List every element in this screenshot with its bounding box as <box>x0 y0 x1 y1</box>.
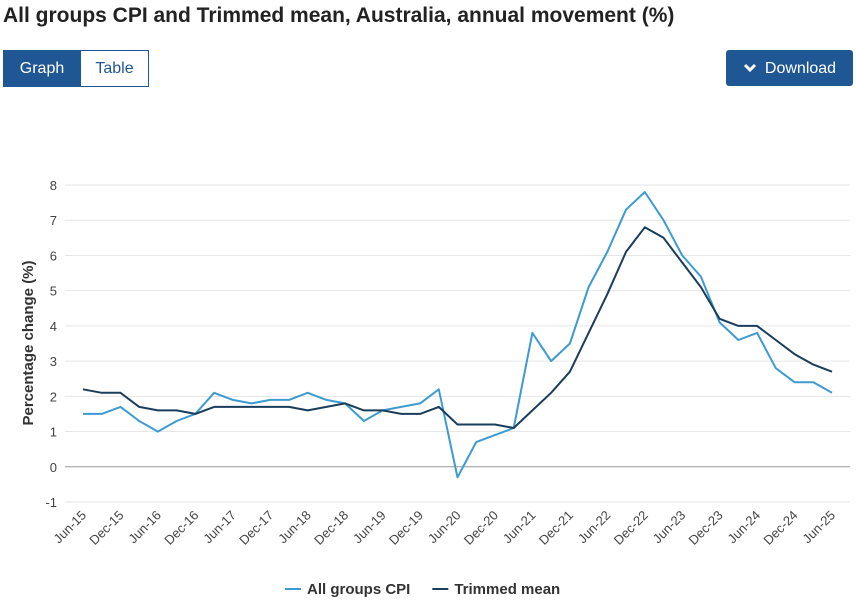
y-axis-title: Percentage change (%) <box>20 260 37 425</box>
y-tick-label: 4 <box>50 319 57 334</box>
legend-label: Trimmed mean <box>454 581 560 598</box>
y-tick-label: 0 <box>50 460 57 475</box>
y-tick-label: 8 <box>50 178 57 193</box>
x-tick-label: Dec-19 <box>386 508 426 548</box>
x-tick-label: Jun-16 <box>125 508 164 547</box>
x-tick-label: Jun-20 <box>425 508 464 547</box>
download-label: Download <box>764 59 837 77</box>
x-tick-label: Jun-24 <box>725 508 764 547</box>
series-line <box>83 191 833 479</box>
y-tick-label: 5 <box>50 284 57 299</box>
series-line <box>82 226 833 429</box>
x-tick-label: Jun-15 <box>50 508 89 547</box>
chevron-icon <box>743 63 756 73</box>
legend-label: All groups CPI <box>307 581 410 598</box>
x-tick-label: Dec-17 <box>236 508 276 548</box>
x-tick-label: Dec-20 <box>461 508 501 548</box>
download-button[interactable]: Download <box>726 50 853 86</box>
x-tick-label: Dec-16 <box>161 508 201 548</box>
x-tick-label: Jun-23 <box>650 508 689 547</box>
x-tick-label: Dec-21 <box>536 508 576 548</box>
page-title: All groups CPI and Trimmed mean, Austral… <box>3 4 675 27</box>
x-tick-label: Jun-19 <box>350 508 389 547</box>
x-tick-label: Dec-18 <box>311 508 351 548</box>
x-tick-label: Jun-22 <box>575 508 614 547</box>
x-tick-label: Dec-15 <box>86 508 126 548</box>
x-tick-label: Jun-21 <box>500 508 539 547</box>
x-tick-label: Dec-22 <box>611 508 651 548</box>
y-tick-label: 3 <box>50 354 57 369</box>
x-tick-label: Dec-23 <box>686 508 726 548</box>
x-tick-label: Jun-17 <box>200 508 239 547</box>
y-tick-label: -1 <box>45 495 57 510</box>
y-tick-label: 7 <box>50 213 57 228</box>
x-tick-label: Jun-18 <box>275 508 314 547</box>
y-tick-label: 6 <box>50 248 57 263</box>
y-tick-label: 2 <box>50 389 57 404</box>
x-tick-label: Dec-24 <box>760 508 800 548</box>
x-tick-label: Jun-25 <box>799 508 838 547</box>
table-tab[interactable]: Table <box>80 50 149 87</box>
y-tick-label: 1 <box>50 425 57 440</box>
